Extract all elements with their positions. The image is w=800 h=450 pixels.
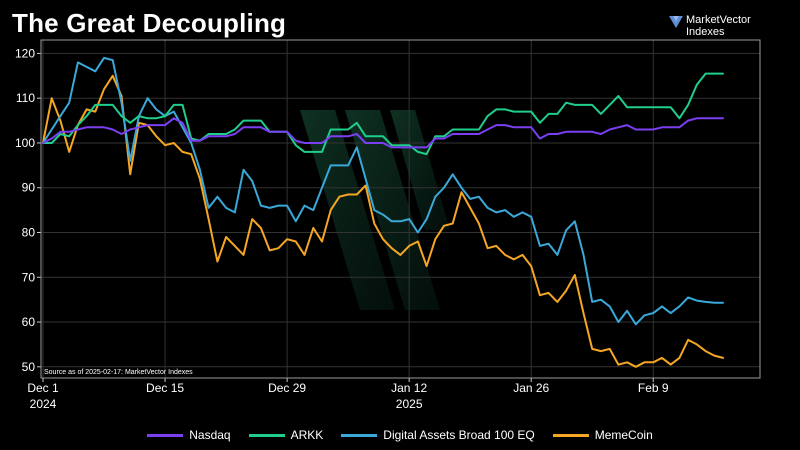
watermark-shape bbox=[300, 110, 395, 310]
chart-title: The Great Decoupling bbox=[12, 8, 287, 38]
legend-item-arkk: ARKK bbox=[248, 428, 324, 442]
marketvector-logo-icon bbox=[669, 16, 683, 28]
logo-text-line2: Indexes bbox=[686, 26, 725, 38]
legend-swatch bbox=[341, 433, 378, 437]
x-tick-label: Jan 12 bbox=[391, 381, 427, 395]
legend-label: Nasdaq bbox=[189, 428, 231, 442]
series-line-digital-assets-broad-100-eq bbox=[42, 56, 724, 326]
x-tick-label: Dec 1 bbox=[27, 381, 59, 395]
legend-item-memecoin: MemeCoin bbox=[552, 428, 653, 442]
x-tick-sublabel: 2024 bbox=[30, 397, 57, 411]
legend-item-nasdaq: Nasdaq bbox=[147, 428, 231, 442]
plot-border bbox=[40, 39, 761, 379]
y-tick-label: 60 bbox=[22, 315, 36, 329]
legend-label: MemeCoin bbox=[594, 428, 653, 442]
marketvector-logo: MarketVector Indexes bbox=[668, 12, 778, 44]
source-note: Source as of 2025-02-17: MarketVector In… bbox=[44, 369, 193, 376]
watermark-shape bbox=[345, 110, 440, 310]
x-axis-ticks: Dec 1 2024 Dec 15 Dec 29 Jan 12 2025 Jan 26 Feb… bbox=[27, 378, 669, 411]
series-line-arkk bbox=[42, 72, 724, 156]
legend-item-digital-assets-broad-100-eq: Digital Assets Broad 100 EQ bbox=[341, 428, 535, 442]
grid-lines bbox=[41, 40, 760, 378]
x-tick-sublabel: 2025 bbox=[396, 397, 423, 411]
y-axis-ticks: 50 60 70 80 90 100 110 120 bbox=[15, 46, 41, 374]
x-tick-label: Feb 9 bbox=[638, 381, 669, 395]
series-line-memecoin bbox=[42, 74, 724, 368]
legend-swatch bbox=[248, 433, 285, 437]
y-tick-label: 70 bbox=[22, 270, 36, 284]
y-tick-label: 50 bbox=[22, 360, 36, 374]
chart-legend: Nasdaq ARKK Digital Assets Broad 100 EQ Mem… bbox=[0, 426, 800, 444]
legend-swatch bbox=[147, 433, 184, 437]
series-lines bbox=[42, 56, 724, 368]
legend-swatch bbox=[552, 433, 589, 437]
x-tick-label: Jan 26 bbox=[513, 381, 549, 395]
series-line-nasdaq bbox=[42, 117, 724, 149]
y-tick-label: 120 bbox=[15, 46, 35, 60]
logo-text-line1: MarketVector bbox=[686, 14, 751, 26]
y-tick-label: 100 bbox=[15, 136, 35, 150]
y-tick-label: 90 bbox=[22, 181, 36, 195]
x-tick-label: Dec 29 bbox=[268, 381, 306, 395]
legend-label: ARKK bbox=[290, 428, 324, 442]
y-tick-label: 80 bbox=[22, 226, 36, 240]
y-tick-label: 110 bbox=[16, 91, 35, 105]
legend-label: Digital Assets Broad 100 EQ bbox=[383, 428, 535, 442]
x-tick-label: Dec 15 bbox=[146, 381, 184, 395]
